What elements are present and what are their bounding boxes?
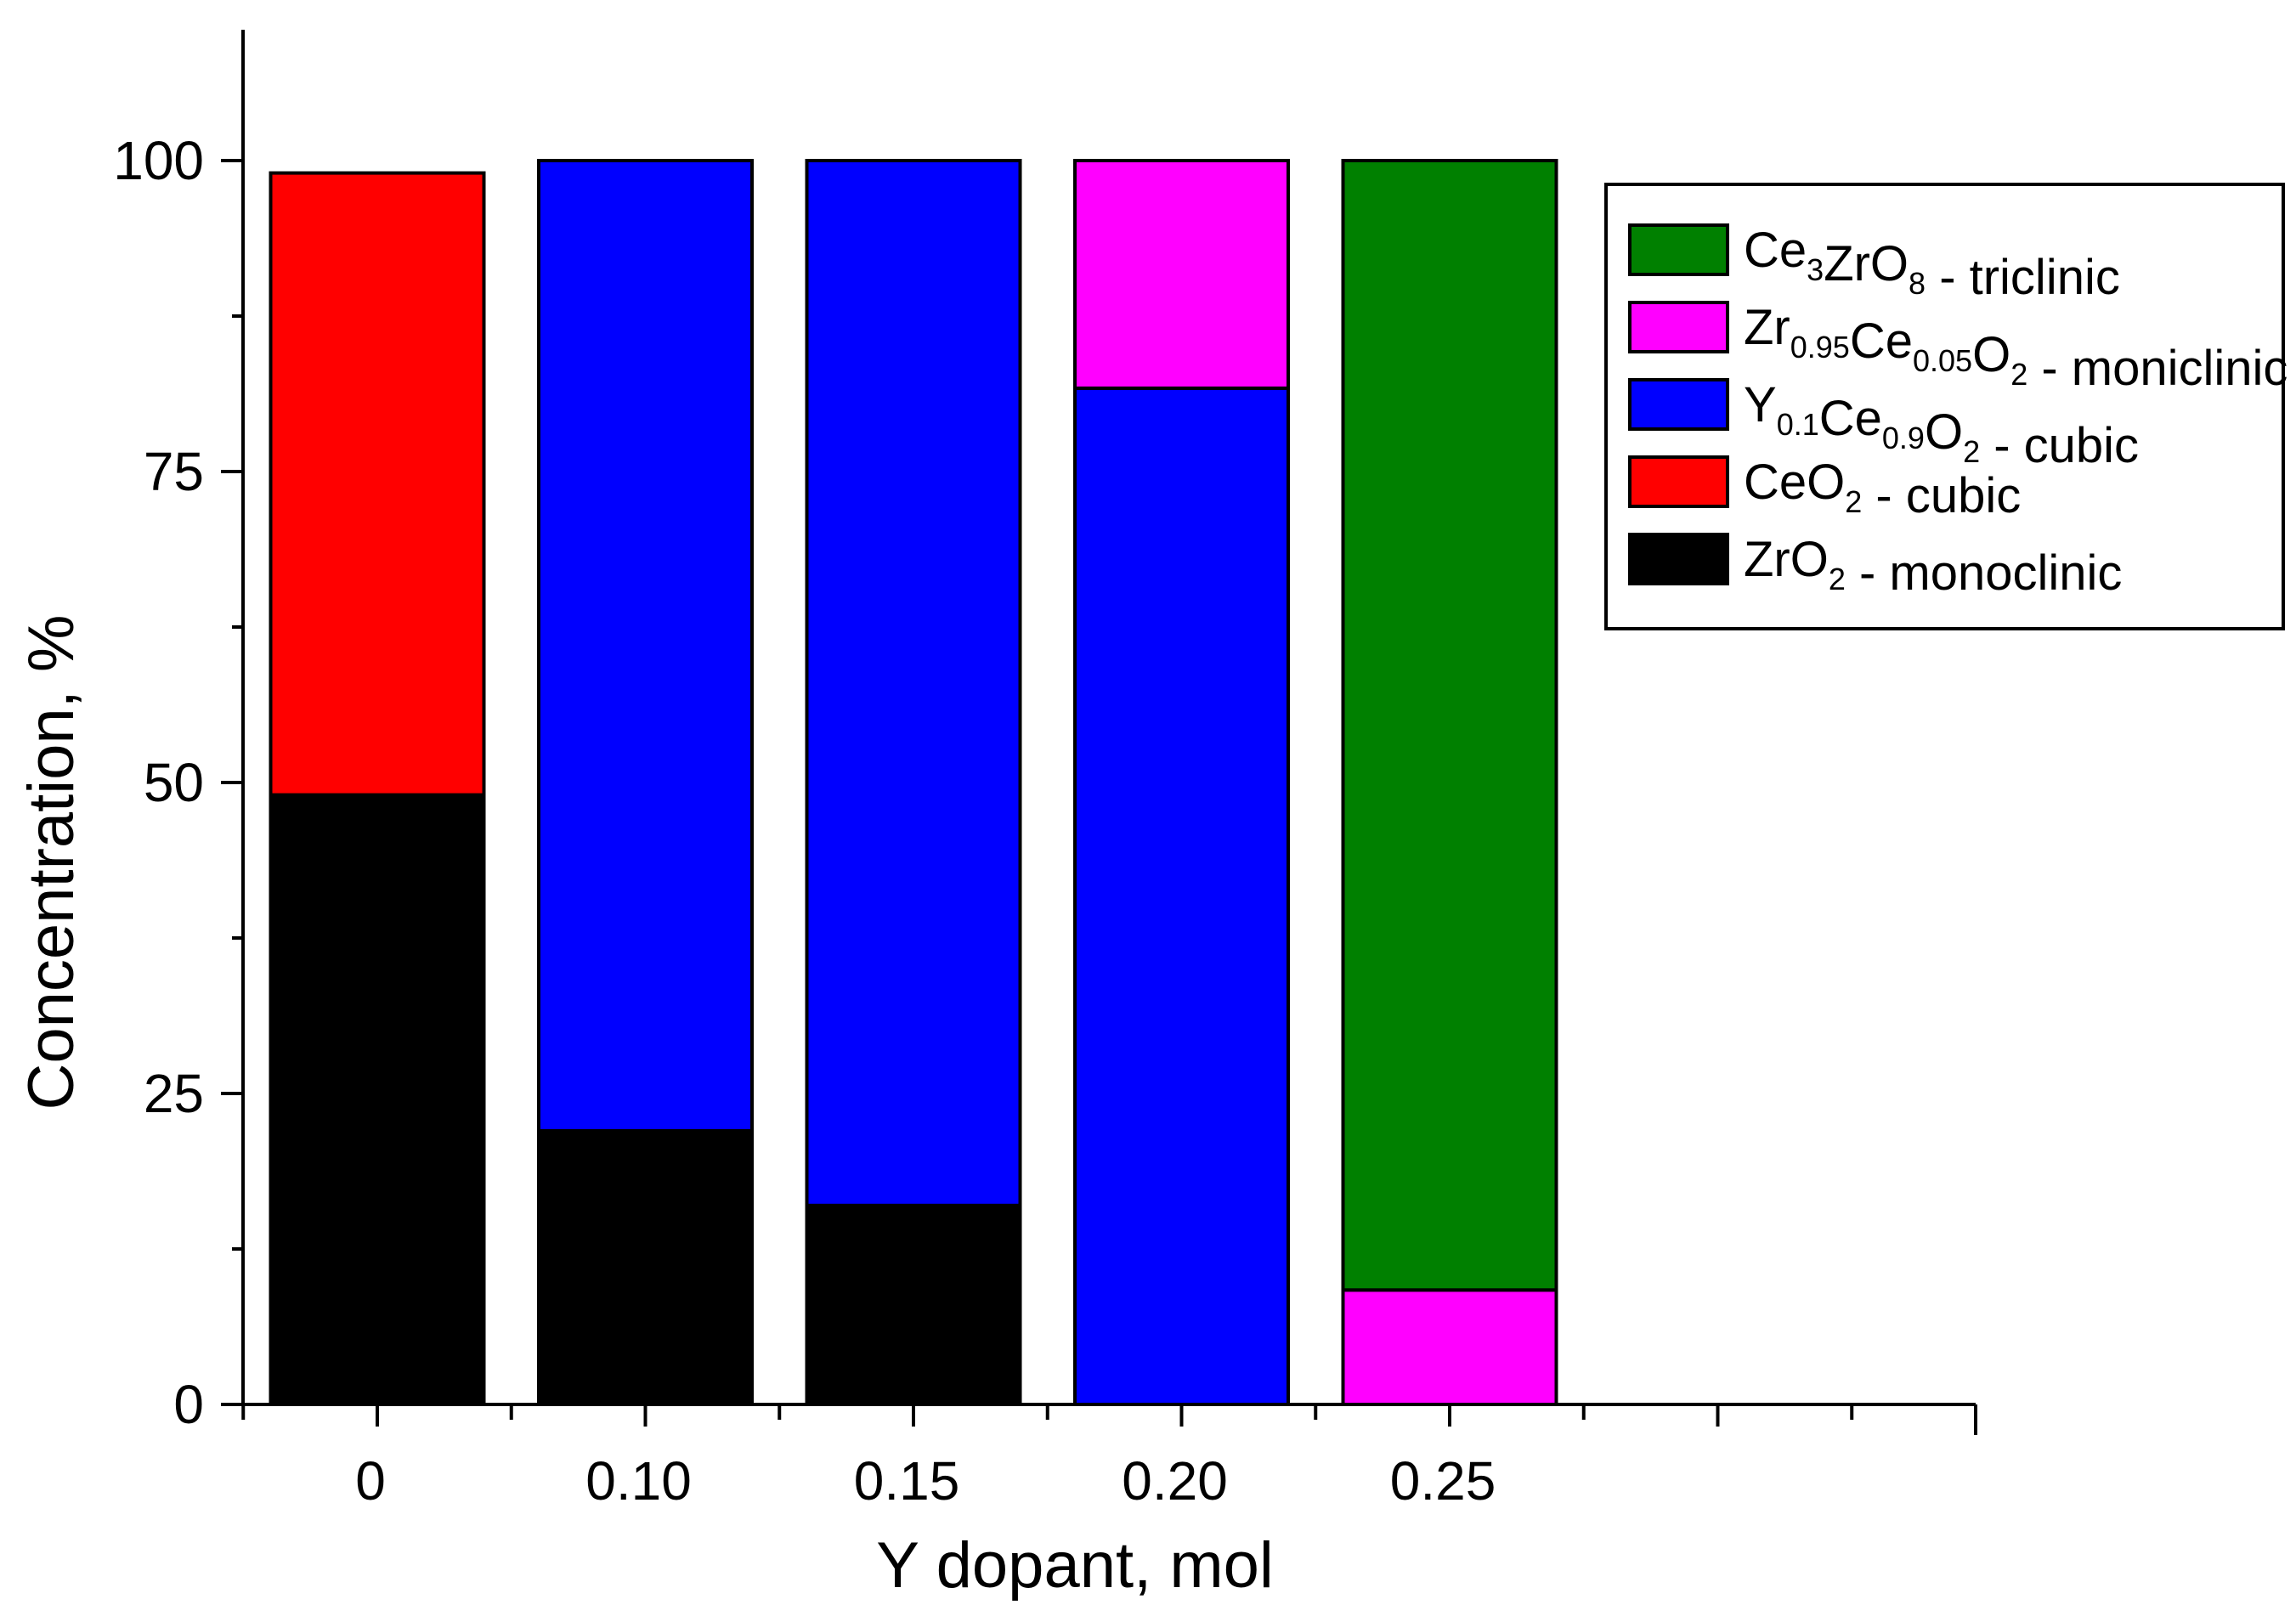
y-tick-label: 50 bbox=[144, 752, 204, 813]
x-tick-label: 0.10 bbox=[585, 1450, 692, 1511]
legend-swatch bbox=[1628, 455, 1729, 508]
legend-entry-label: Ce3ZrO8 - triclinic bbox=[1744, 223, 2120, 305]
bars-group bbox=[269, 159, 1558, 1407]
legend-entry-label: Y0.1Ce0.9O2 - cubic bbox=[1744, 377, 2139, 473]
bar-segment-2-0 bbox=[805, 1203, 1022, 1407]
axes-group bbox=[241, 30, 1976, 1406]
legend-entry-label: ZrO2 - monoclinic bbox=[1744, 532, 2122, 601]
y-axis-title: Concentration, % bbox=[15, 615, 88, 1110]
bar-segment-3-2 bbox=[1073, 386, 1290, 1406]
x-tick-label: 0 bbox=[355, 1450, 386, 1511]
y-tick-label: 25 bbox=[144, 1063, 204, 1124]
bar-segment-1-0 bbox=[537, 1128, 754, 1407]
bar-segment-3-3 bbox=[1073, 159, 1290, 390]
legend-swatch bbox=[1628, 223, 1729, 276]
bar-segment-0-0 bbox=[269, 793, 486, 1406]
legend-entry-label: CeO2 - cubic bbox=[1744, 455, 2021, 523]
y-tick-label: 100 bbox=[113, 130, 204, 191]
legend-entry-label: Zr0.95Ce0.05O2 - moniclinic bbox=[1744, 300, 2288, 396]
bar-segment-1-2 bbox=[537, 159, 754, 1133]
x-tick-label: 0.20 bbox=[1122, 1450, 1228, 1511]
bar-segment-4-3 bbox=[1341, 1288, 1558, 1407]
bar-segment-2-2 bbox=[805, 159, 1022, 1207]
ticks-group: 0 25 50 75 100 0 0.10 0.15 0.20 0.25 bbox=[113, 130, 1977, 1511]
x-tick-label: 0.15 bbox=[854, 1450, 960, 1511]
legend-swatch bbox=[1628, 378, 1729, 431]
bar-segment-0-1 bbox=[269, 171, 486, 797]
x-tick-label: 0.25 bbox=[1390, 1450, 1496, 1511]
legend-swatch bbox=[1628, 533, 1729, 585]
x-axis-title: Y dopant, mol bbox=[876, 1529, 1274, 1602]
y-tick-label: 75 bbox=[144, 441, 204, 502]
legend-swatch bbox=[1628, 301, 1729, 353]
y-tick-label: 0 bbox=[173, 1374, 204, 1435]
bar-segment-4-4 bbox=[1341, 159, 1558, 1292]
